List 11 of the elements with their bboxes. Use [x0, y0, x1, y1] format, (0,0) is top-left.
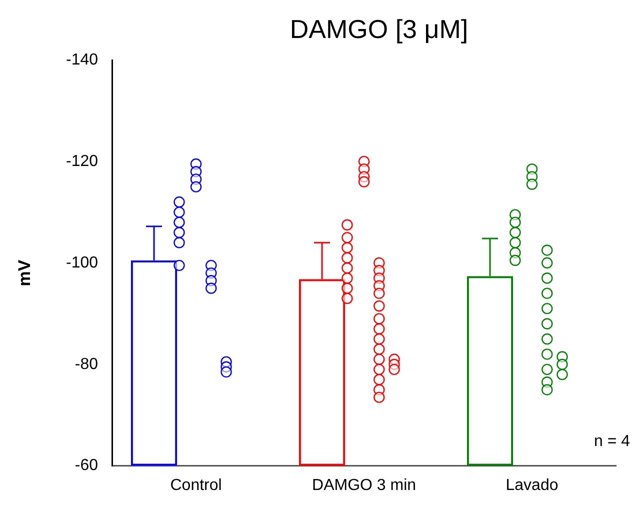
y-axis-title: mV: [15, 260, 36, 286]
x-tick-label: Control: [170, 476, 222, 494]
x-tick-label: Lavado: [506, 476, 558, 494]
y-tick-label: -120: [66, 152, 98, 170]
annotation: n = 4: [594, 432, 630, 450]
y-tick-label: -100: [66, 254, 98, 272]
chart-title: DAMGO [3 μM]: [288, 14, 470, 45]
y-tick-label: -60: [74, 457, 98, 474]
y-tick-label: -80: [74, 356, 98, 373]
y-tick-label: -140: [66, 51, 98, 68]
x-tick-label: DAMGO 3 min: [312, 476, 416, 494]
